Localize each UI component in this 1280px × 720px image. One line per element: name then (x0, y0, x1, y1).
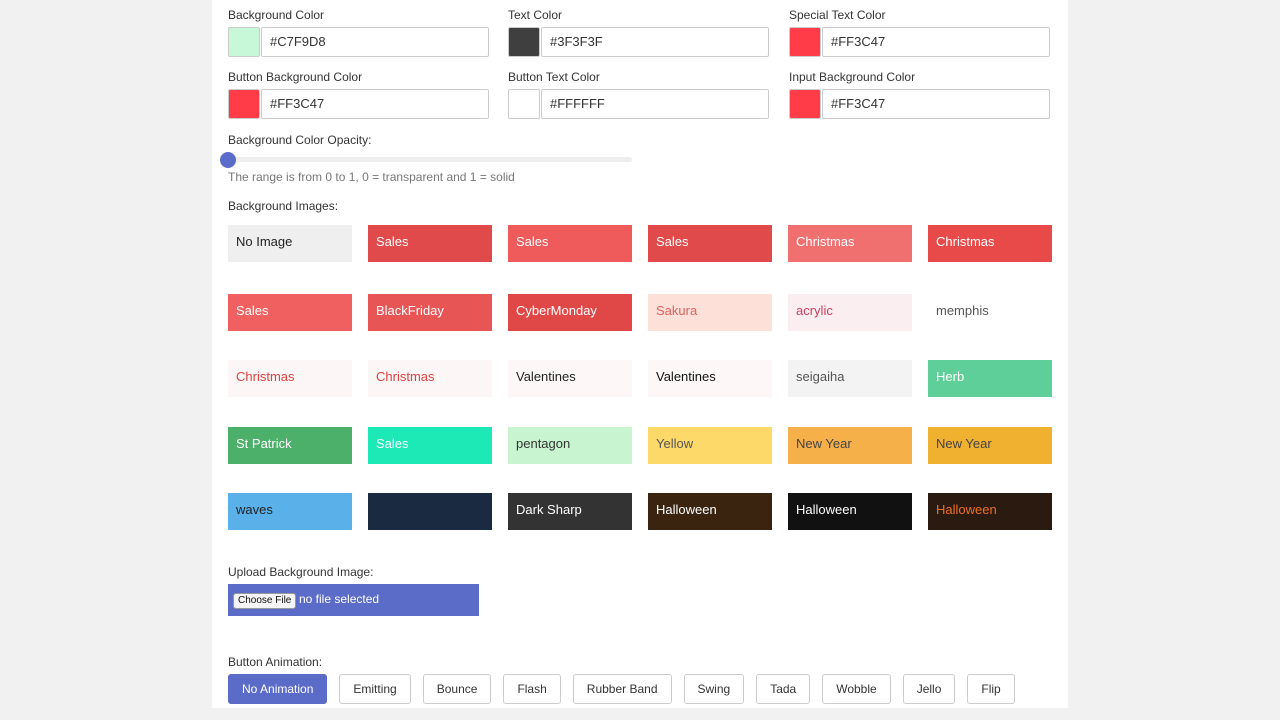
animation-button[interactable]: Flash (503, 674, 561, 704)
choose-file-button[interactable]: Choose File (233, 593, 297, 609)
background-image-option[interactable]: Halloween (648, 493, 772, 530)
color-swatch[interactable] (789, 27, 821, 57)
background-image-option[interactable]: New Year (928, 427, 1052, 464)
opacity-slider-thumb[interactable] (220, 152, 236, 168)
background-image-option[interactable]: Halloween (928, 493, 1052, 530)
background-image-option[interactable]: waves (228, 493, 352, 530)
images-label: Background Images: (228, 199, 339, 213)
color-field-label: Text Color (508, 8, 563, 22)
background-image-option[interactable]: Sakura (648, 294, 772, 331)
color-swatch[interactable] (228, 89, 260, 119)
background-image-option[interactable]: Halloween (788, 493, 912, 530)
background-image-option[interactable]: seigaiha (788, 360, 912, 397)
background-image-option[interactable]: Valentines (648, 360, 772, 397)
color-swatch[interactable] (508, 89, 540, 119)
color-swatch[interactable] (228, 27, 260, 57)
background-image-option[interactable]: Sales (508, 225, 632, 262)
upload-label: Upload Background Image: (228, 565, 374, 579)
color-swatch[interactable] (789, 89, 821, 119)
background-image-option[interactable]: CyberMonday (508, 294, 632, 331)
animation-button[interactable]: Bounce (422, 674, 492, 704)
opacity-hint: The range is from 0 to 1, 0 = transparen… (228, 170, 515, 184)
background-image-option[interactable]: Yellow (648, 427, 772, 464)
color-field: #C7F9D8 (228, 27, 492, 57)
color-field-label: Special Text Color (789, 8, 886, 22)
upload-status: no file selected (299, 592, 380, 606)
color-field: #3F3F3F (508, 27, 772, 57)
animation-button[interactable]: Jello (902, 674, 956, 704)
color-swatch[interactable] (508, 27, 540, 57)
color-field: #FF3C47 (228, 89, 492, 119)
background-image-option[interactable]: Herb (928, 360, 1052, 397)
color-input[interactable]: #3F3F3F (541, 27, 769, 57)
color-field-label: Button Background Color (228, 70, 363, 84)
background-image-option[interactable]: Sales (368, 427, 492, 464)
opacity-label: Background Color Opacity: (228, 133, 372, 147)
background-image-option[interactable]: Christmas (228, 360, 352, 397)
background-image-option[interactable]: New Year (788, 427, 912, 464)
background-image-option[interactable]: memphis (928, 294, 1052, 331)
background-image-option[interactable]: Sales (228, 294, 352, 331)
background-image-option[interactable]: St Patrick (228, 427, 352, 464)
background-image-option[interactable]: Dark Sharp (508, 493, 632, 530)
background-image-option[interactable] (368, 493, 492, 530)
background-image-option[interactable]: Sales (368, 225, 492, 262)
color-field: #FF3C47 (789, 27, 1053, 57)
animation-button[interactable]: No Animation (228, 674, 328, 704)
background-image-option[interactable]: acrylic (788, 294, 912, 331)
background-image-option[interactable]: No Image (228, 225, 352, 262)
animation-button[interactable]: Swing (683, 674, 745, 704)
background-image-option[interactable]: Christmas (928, 225, 1052, 262)
animation-button[interactable]: Tada (756, 674, 811, 704)
background-image-option[interactable]: Christmas (788, 225, 912, 262)
background-image-option[interactable]: Christmas (368, 360, 492, 397)
background-image-option[interactable]: pentagon (508, 427, 632, 464)
color-field: #FF3C47 (789, 89, 1053, 119)
color-input[interactable]: #FF3C47 (261, 89, 489, 119)
color-input[interactable]: #FF3C47 (822, 89, 1050, 119)
background-image-option[interactable]: Valentines (508, 360, 632, 397)
color-field-label: Background Color (228, 8, 325, 22)
background-image-option[interactable]: Sales (648, 225, 772, 262)
color-input[interactable]: #FFFFFF (541, 89, 769, 119)
animation-label: Button Animation: (228, 655, 323, 669)
color-input[interactable]: #C7F9D8 (261, 27, 489, 57)
color-field-label: Input Background Color (789, 70, 916, 84)
background-image-option[interactable]: BlackFriday (368, 294, 492, 331)
animation-button[interactable]: Rubber Band (572, 674, 672, 704)
animation-button[interactable]: Flip (967, 674, 1015, 704)
animation-button[interactable]: Emitting (339, 674, 411, 704)
settings-panel: Background Color Opacity: The range is f… (212, 0, 1068, 708)
opacity-slider-track[interactable] (228, 157, 632, 162)
animation-options: No Animation Emitting Bounce Flash Rubber Ba… (228, 674, 1015, 704)
animation-button[interactable]: Wobble (822, 674, 891, 704)
color-field: #FFFFFF (508, 89, 772, 119)
color-field-label: Button Text Color (508, 70, 600, 84)
upload-control: Choose File no file selected (228, 584, 479, 616)
color-input[interactable]: #FF3C47 (822, 27, 1050, 57)
